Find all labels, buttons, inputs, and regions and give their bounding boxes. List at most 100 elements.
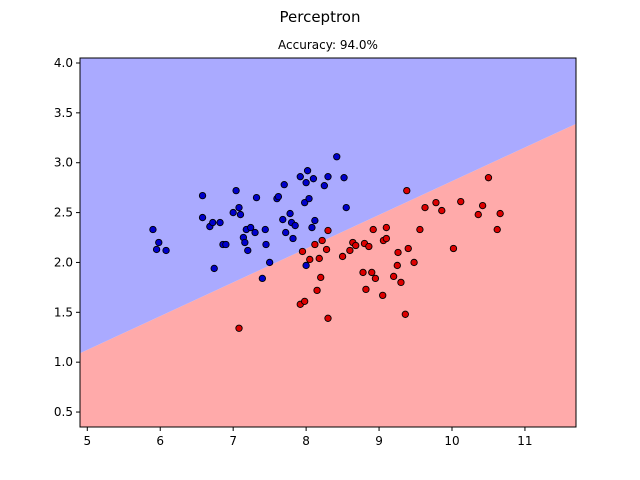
data-point [324,314,332,322]
axes-frame [79,57,577,428]
data-point [236,210,245,219]
data-point [410,258,418,267]
y-tick-label: 1.0 [54,355,73,369]
data-point [365,242,373,251]
data-point [216,218,224,227]
data-point [235,203,243,212]
data-point [149,225,157,234]
data-point [474,210,482,219]
data-point [403,186,411,195]
data-point [244,246,252,255]
data-point [493,225,501,234]
y-tick-label: 4.0 [54,56,73,70]
data-point [369,225,377,234]
data-point [286,209,294,218]
data-point [198,213,207,222]
data-point [340,174,348,182]
data-point [229,208,237,217]
upper-decision-region [80,58,576,354]
data-point [394,248,402,257]
data-point [324,226,332,235]
data-point [401,310,409,318]
y-tick-label: 2.0 [54,255,73,269]
data-point [152,245,161,254]
data-point [317,273,325,282]
data-point [324,173,332,181]
data-point [261,225,269,234]
data-point [241,238,249,247]
data-point [449,244,458,253]
data-point [393,261,401,270]
data-point [258,274,267,283]
data-point [352,241,360,250]
data-point [302,261,310,270]
data-point [382,223,391,232]
data-point [308,223,316,232]
data-point [438,206,446,215]
data-point [397,278,405,287]
data-point [404,244,412,253]
data-point [318,236,326,245]
data-point [162,246,170,255]
data-point [342,203,350,212]
data-point [362,285,370,294]
data-point [265,258,274,267]
data-point [382,234,391,243]
data-point [311,216,319,225]
data-point [379,291,387,300]
data-point [333,153,341,161]
y-tick-label: 1.5 [54,305,73,319]
y-tick-label: 0.5 [54,405,73,419]
data-point [291,221,299,230]
data-point [305,194,313,203]
data-point [322,245,331,254]
y-tick-label: 2.5 [54,206,73,220]
lower-decision-region [80,123,576,427]
data-point [313,286,321,295]
data-point [155,238,163,247]
data-point [416,225,424,234]
data-point [338,252,347,261]
data-point [496,209,504,218]
y-tick-label: 3.5 [54,106,73,120]
data-point [311,240,319,249]
data-point [306,255,314,264]
x-tick-label: 10 [444,434,459,448]
data-point [209,218,217,227]
data-point [484,174,493,182]
data-point [368,268,376,277]
data-point [232,186,240,195]
data-point [346,246,354,255]
x-tick-label: 9 [375,434,383,448]
chart-title: Perceptron [280,8,361,26]
data-point [478,201,487,210]
data-point [279,215,287,224]
plot-area: 5 6 7 8 9 10 11 0.5 1.0 1.5 2.0 2.5 3.0 3.5 4.0 [54,56,577,448]
data-point [274,192,283,201]
data-point [432,198,440,207]
data-point [320,182,329,190]
y-tick-label: 3.0 [54,156,73,170]
data-point [389,272,398,281]
data-point [280,181,288,189]
data-point [252,193,261,202]
data-point [302,179,310,187]
data-point [251,228,259,237]
x-tick-label: 5 [83,434,91,448]
data-point [315,254,323,263]
data-point [198,191,207,200]
x-tick-label: 7 [229,434,237,448]
data-point [301,297,309,305]
data-point [247,223,255,232]
x-tick-label: 6 [156,434,164,448]
data-point [371,274,380,283]
data-point [359,268,367,277]
data-point [222,240,230,249]
data-point [262,240,270,249]
data-point [303,167,312,175]
data-point [289,234,297,243]
x-tick-label: 8 [302,434,310,448]
data-point [309,175,318,183]
chart-subtitle: Accuracy: 94.0% [278,38,378,52]
